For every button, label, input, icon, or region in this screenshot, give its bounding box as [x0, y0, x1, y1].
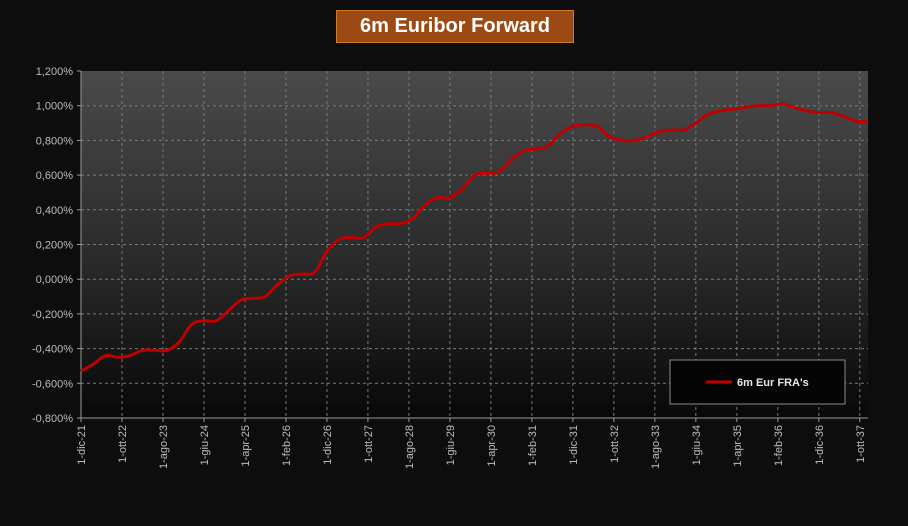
x-tick-label: 1-giu-29: [445, 425, 457, 465]
x-tick-label: 1-ago-28: [404, 425, 416, 469]
y-tick-label: 1,200%: [36, 66, 74, 78]
x-tick-label: 1-ott-37: [855, 425, 867, 463]
y-tick-label: -0,800%: [32, 413, 73, 425]
legend: 6m Eur FRA's: [669, 359, 846, 405]
y-tick-label: 0,200%: [36, 240, 74, 252]
x-tick-label: 1-dic-36: [814, 425, 826, 465]
x-tick-label: 1-ott-27: [363, 425, 375, 463]
y-tick-label: -0,600%: [32, 378, 73, 390]
x-tick-label: 1-giu-24: [199, 425, 211, 465]
y-tick-label: 0,600%: [36, 170, 74, 182]
x-tick-label: 1-feb-26: [281, 425, 293, 466]
legend-label: 6m Eur FRA's: [737, 377, 809, 389]
y-tick-label: 1,000%: [36, 101, 74, 113]
x-tick-label: 1-feb-31: [527, 425, 539, 466]
y-tick-label: 0,400%: [36, 205, 74, 217]
y-tick-label: 0,000%: [36, 274, 74, 286]
x-tick-label: 1-apr-30: [486, 425, 498, 467]
x-tick-label: 1-apr-35: [732, 425, 744, 467]
x-tick-label: 1-dic-21: [76, 425, 88, 465]
x-tick-label: 1-ago-23: [158, 425, 170, 469]
x-tick-label: 1-ago-33: [650, 425, 662, 469]
x-tick-label: 1-ott-32: [609, 425, 621, 463]
chart-title: 6m Euribor Forward: [336, 10, 574, 43]
y-tick-label: 0,800%: [36, 135, 74, 147]
x-tick-label: 1-giu-34: [691, 425, 703, 465]
x-tick-label: 1-apr-25: [240, 425, 252, 467]
x-tick-label: 1-dic-31: [568, 425, 580, 465]
x-tick-label: 1-feb-36: [773, 425, 785, 466]
y-tick-label: -0,400%: [32, 344, 73, 356]
series-line: [80, 102, 869, 373]
y-tick-label: -0,200%: [32, 309, 73, 321]
x-tick-label: 1-dic-26: [322, 425, 334, 465]
x-tick-label: 1-ott-22: [117, 425, 129, 463]
